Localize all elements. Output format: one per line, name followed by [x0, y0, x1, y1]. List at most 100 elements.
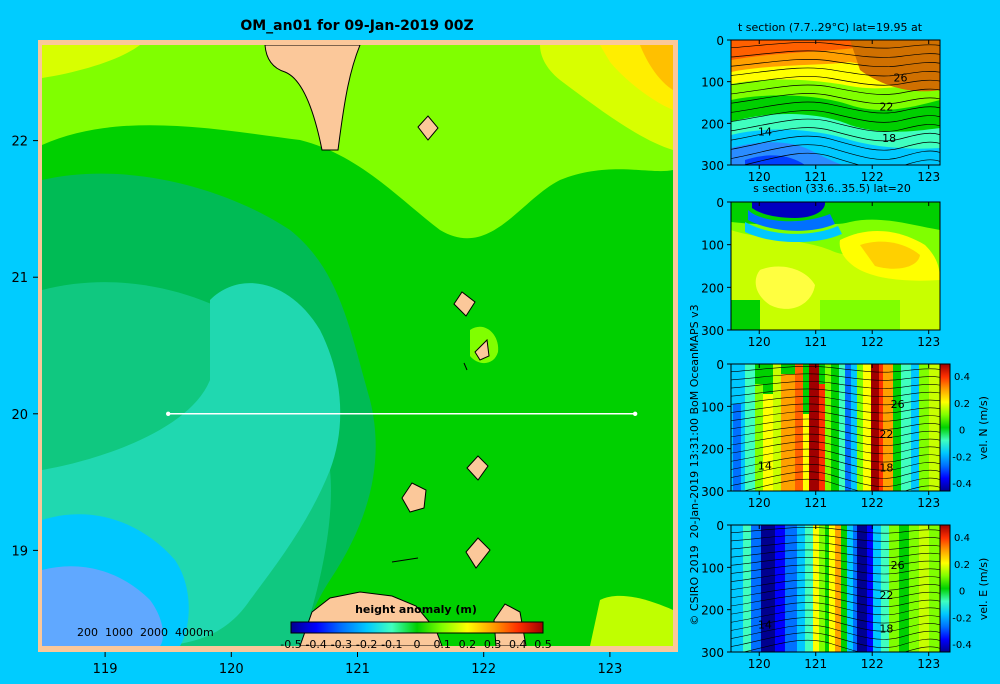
velocity-stripe [857, 525, 861, 652]
vel-n-x-tick-label: 122 [861, 496, 884, 510]
isotherm-contour [731, 602, 940, 616]
velocity-stripe [835, 525, 841, 652]
isotherm-contour [731, 403, 940, 414]
map-field-band [590, 595, 673, 646]
contour-label: 18 [879, 623, 893, 636]
isotherm-contour [731, 59, 940, 68]
s-section-band [820, 300, 900, 330]
s-section-x-tick-label: 121 [804, 335, 827, 349]
isotherm-contour [731, 373, 940, 381]
velocity-stripe [909, 525, 919, 652]
contour-label: 26 [893, 72, 907, 85]
velocity-stripe [911, 364, 919, 491]
vel-e-y-tick-label: 200 [701, 604, 724, 618]
vel-e-colorbar-tick-label: -0.2 [952, 613, 972, 624]
map-x-tick-label: 119 [93, 662, 118, 677]
s-section-band [752, 202, 826, 218]
height-colorbar-tick-label: 0.4 [509, 638, 527, 651]
isotherm-contour [731, 463, 940, 479]
height-colorbar-tick-label: 0.1 [433, 638, 451, 651]
contour-label: 14 [758, 460, 772, 473]
isotherm-contour [731, 534, 940, 542]
land-island [474, 338, 490, 361]
velocity-stripe [795, 364, 803, 491]
vel-e-x-tick-label: 120 [748, 657, 771, 671]
map-title: OM_an01 for 09-Jan-2019 00Z [240, 18, 473, 34]
contour-label: 22 [879, 101, 893, 114]
velocity-stripe [755, 384, 763, 491]
t-section-ticks: 120 121 122 123 0 100 200 300 [701, 34, 940, 184]
height-colorbar-tick-label: -0.3 [331, 638, 352, 651]
height-colorbar-ticks: -0.5 -0.4 -0.3 -0.2 -0.1 0 0.1 0.2 0.3 0.4 0.5 [280, 638, 551, 651]
contour-labels: 26 22 14 18 26 22 14 18 26 22 14 18 [758, 72, 908, 636]
velocity-stripe [763, 394, 773, 491]
vel-e-x-tick-label: 123 [917, 657, 940, 671]
velocity-stripe [883, 364, 893, 491]
height-colorbar-tick-label: 0.5 [534, 638, 552, 651]
velocity-stripe [773, 364, 781, 491]
vel-e-colorbar-tick-label: -0.4 [952, 640, 972, 651]
t-section-y-tick-label: 300 [701, 159, 724, 173]
contour-label: 22 [879, 428, 893, 441]
height-colorbar-tick-label: -0.4 [305, 638, 326, 651]
velocity-stripe [889, 525, 899, 652]
contour-label: 26 [891, 398, 905, 411]
velocity-stripe [893, 364, 901, 491]
s-section-y-tick-label: 200 [701, 281, 724, 295]
velocity-stripe [857, 364, 863, 491]
isotherm-contour [731, 441, 940, 455]
s-section-field [731, 202, 940, 330]
isotherm-contour [731, 617, 940, 632]
vel-n-y-tick-label: 200 [701, 443, 724, 457]
map-x-tick-label: 121 [345, 662, 370, 677]
contour-label: 22 [879, 589, 893, 602]
s-section-band [731, 300, 760, 330]
vel-e-contours [731, 527, 940, 652]
vel-e-colorbar-label: vel. E (m/s) [977, 558, 990, 621]
velocity-stripe [825, 364, 831, 491]
contour-label: 14 [758, 126, 772, 139]
map-field-band [380, 319, 560, 646]
height-colorbar [290, 621, 544, 634]
velocity-stripe [871, 364, 879, 491]
isotherm-contour [731, 101, 940, 114]
vel-n-colorbar-tick-label: -0.2 [952, 452, 972, 463]
map-x-tick-label: 120 [219, 662, 244, 677]
height-colorbar-tick-label: -0.2 [356, 638, 377, 651]
height-colorbar-tick-label: 0.3 [484, 638, 502, 651]
land-island [453, 291, 476, 317]
velocity-stripe [733, 404, 741, 491]
vel-e-field [731, 525, 940, 652]
velocity-stripe [803, 414, 809, 491]
velocity-stripe [761, 525, 775, 652]
vel-n-y-tick-label: 300 [701, 485, 724, 499]
vel-e-y-tick-label: 300 [701, 646, 724, 660]
isotherm-contour [731, 448, 940, 463]
isotherm-contour [731, 426, 940, 438]
isotherm-contour [731, 471, 940, 487]
isotherm-contour [731, 50, 940, 58]
map-y-tick-label: 22 [11, 135, 28, 150]
isotherm-contour [731, 632, 940, 648]
vel-n-x-tick-label: 120 [748, 496, 771, 510]
map-ticks: 119 120 121 122 123 19 20 21 22 [11, 135, 622, 677]
s-section-band [755, 266, 815, 309]
vel-n-colorbar-tick-label: -0.4 [952, 479, 972, 490]
land-island [401, 482, 427, 513]
velocity-stripe [809, 364, 819, 491]
transect-end-point [632, 411, 638, 416]
vel-e-ticks: 120 121 122 123 0 100 200 300 [701, 519, 940, 671]
t-section-field [731, 40, 940, 165]
isotherm-contour [731, 84, 940, 95]
t-section-x-tick-label: 120 [748, 170, 771, 184]
t-section-contours [731, 41, 940, 165]
s-section-title: s section (33.6..35.5) lat=20 [753, 182, 911, 195]
map-y-tick-label: 21 [11, 271, 28, 286]
velocity-stripe [745, 364, 755, 491]
height-colorbar-tick-label: -0.5 [280, 638, 301, 651]
height-colorbar-label: height anomaly (m) [355, 603, 477, 616]
velocity-stripe [853, 525, 857, 652]
s-section-y-tick-label: 0 [716, 196, 724, 210]
transect-start-point [166, 411, 171, 416]
